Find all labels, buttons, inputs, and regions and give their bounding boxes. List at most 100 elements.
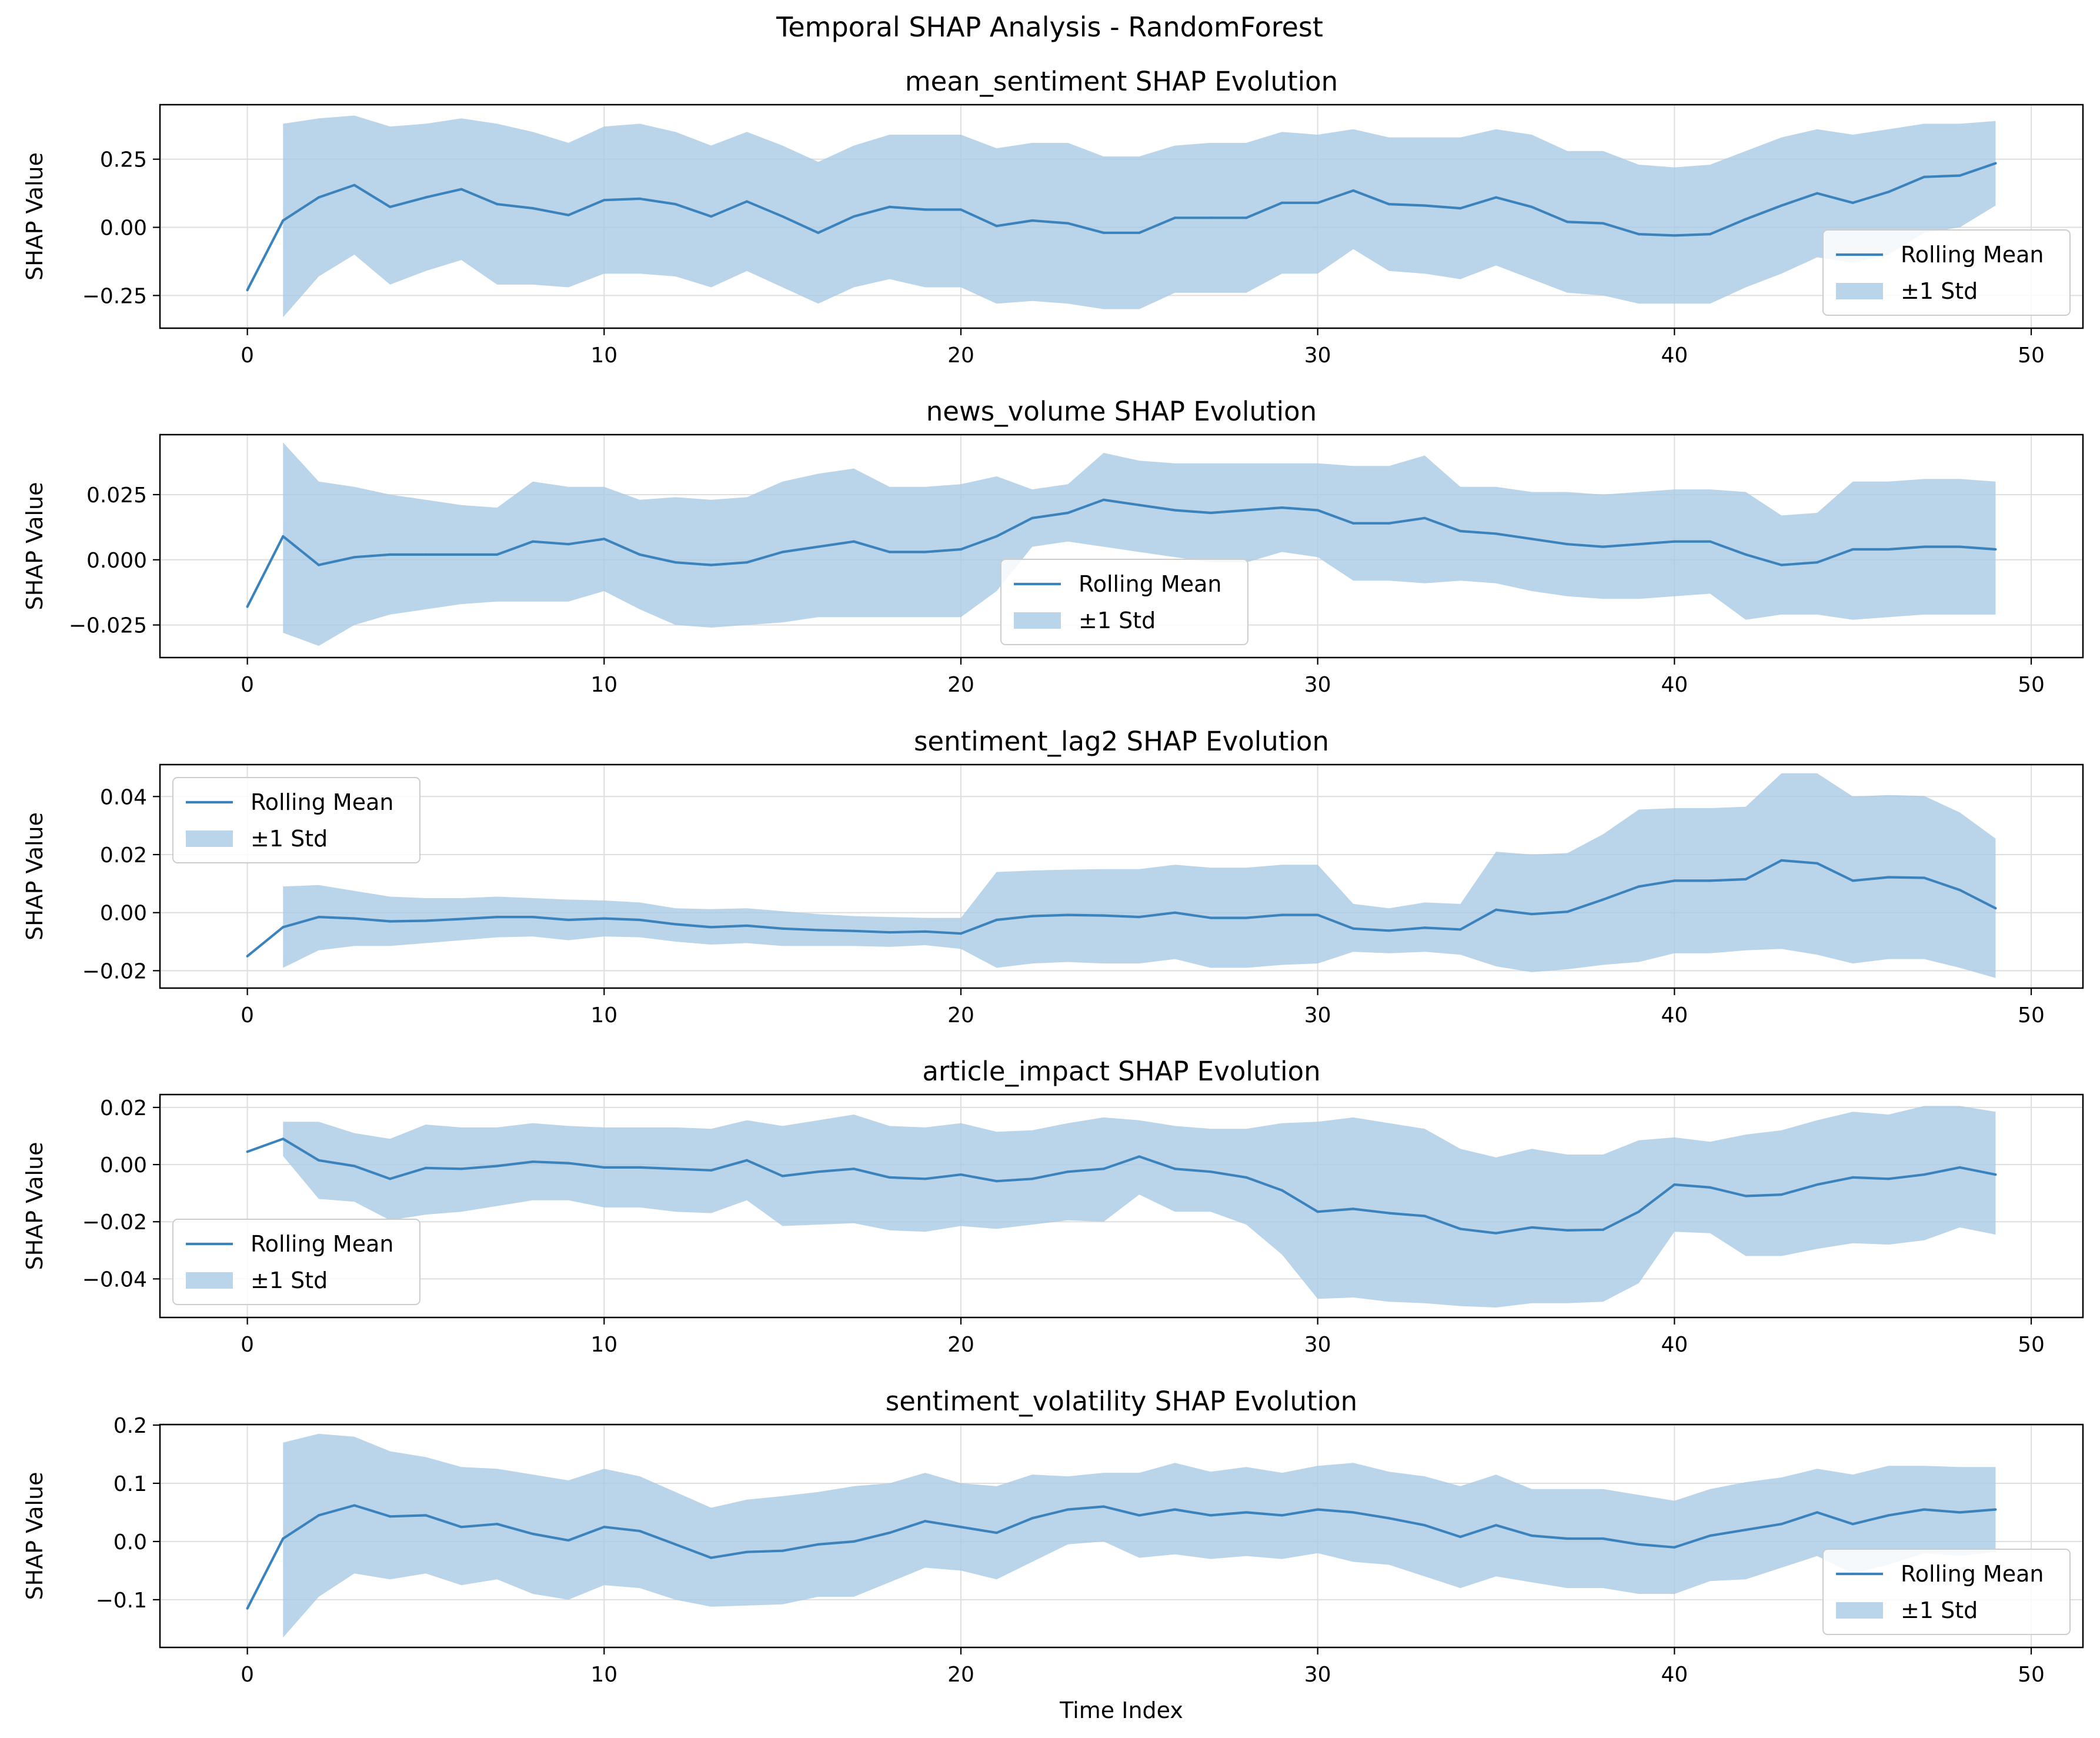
rolling-mean-point (424, 553, 428, 556)
rolling-mean-point (1637, 543, 1640, 546)
rolling-mean-point (317, 563, 320, 566)
y-tick-label: 0.04 (100, 785, 147, 809)
legend-band-swatch (1836, 1602, 1883, 1619)
y-tick-label: 0.0 (113, 1530, 147, 1554)
y-axis-label: SHAP Value (22, 152, 48, 281)
y-tick-label: −0.025 (69, 614, 147, 638)
rolling-mean-point (496, 1523, 499, 1526)
rolling-mean-point (1209, 511, 1212, 515)
rolling-mean-point (496, 203, 499, 206)
rolling-mean-point (1958, 889, 1961, 892)
rolling-mean-point (1780, 1193, 1783, 1196)
rolling-mean-point (1316, 913, 1319, 916)
rolling-mean-line-3 (246, 859, 1996, 958)
rolling-mean-point (1673, 879, 1676, 882)
rolling-mean-point (745, 1159, 749, 1162)
rolling-mean-point (1352, 1207, 1355, 1210)
rolling-mean-point (1922, 545, 1926, 548)
rolling-mean-point (1637, 233, 1640, 236)
x-tick-label: 50 (2018, 1663, 2045, 1687)
rolling-mean-point (1459, 1535, 1462, 1539)
rolling-mean-point (1780, 204, 1783, 207)
rolling-mean-point (817, 1170, 820, 1173)
legend-label-std: ±1 Std (1079, 608, 1156, 633)
rolling-mean-point (1601, 1537, 1605, 1540)
legend-label-rolling-mean: Rolling Mean (1079, 571, 1221, 597)
rolling-mean-point (1352, 927, 1355, 930)
rolling-mean-point (1780, 1523, 1783, 1526)
panel-news-volume-shap-evolution: 0 10 20 30 40 50 −0.025 0.000 0.025 news_volume S… (22, 396, 2084, 697)
x-tick-label: 0 (241, 343, 254, 368)
rolling-mean-point (1316, 1508, 1319, 1511)
rolling-mean-point (674, 203, 677, 206)
rolling-mean-point (1387, 929, 1391, 932)
rolling-mean-point (389, 553, 392, 556)
rolling-mean-point (496, 553, 499, 556)
rolling-mean-point (460, 1167, 463, 1170)
axes-frame (159, 1093, 2084, 1319)
rolling-mean-point (567, 543, 570, 546)
rolling-mean-point (424, 919, 428, 922)
rolling-mean-point (531, 540, 535, 543)
rolling-mean-point (1102, 1505, 1105, 1508)
panel-title: article_impact SHAP Evolution (922, 1056, 1320, 1087)
rolling-mean-line-4 (246, 1137, 1996, 1235)
rolling-mean-point (1994, 162, 1997, 165)
rolling-mean-point (567, 918, 570, 922)
x-tick-label: 40 (1661, 343, 1688, 368)
rolling-mean-point (1887, 1177, 1890, 1180)
rolling-mean-point (1209, 216, 1212, 219)
rolling-mean-point (1815, 192, 1819, 195)
rolling-mean-point (317, 1514, 320, 1517)
legend-label-std: ±1 Std (1901, 278, 1978, 304)
rolling-mean-point (1245, 1176, 1248, 1179)
rolling-mean-point (1922, 1508, 1926, 1511)
rolling-mean-point (246, 605, 249, 608)
x-tick-label: 10 (590, 1003, 617, 1028)
rolling-mean-point (1138, 231, 1141, 234)
x-tick-label: 20 (947, 1663, 974, 1687)
rolling-mean-point (1459, 206, 1462, 210)
rolling-mean-point (781, 215, 784, 218)
rolling-mean-point (1280, 1189, 1284, 1192)
x-tick-label: 30 (1304, 1663, 1331, 1687)
rolling-mean-point (959, 208, 963, 211)
rolling-mean-point (1566, 1537, 1569, 1540)
rolling-mean-point (1530, 913, 1533, 916)
x-tick-label: 0 (241, 1333, 254, 1357)
rolling-mean-point (1780, 859, 1783, 862)
rolling-mean-point (1245, 1511, 1248, 1514)
rolling-mean-point (603, 199, 606, 202)
rolling-mean-point (817, 231, 820, 234)
rolling-mean-point (1031, 1177, 1034, 1180)
rolling-mean-point (246, 1150, 249, 1153)
rolling-mean-point (1601, 898, 1605, 901)
x-tick-label: 30 (1304, 1333, 1331, 1357)
rolling-mean-point (1387, 1517, 1391, 1520)
rolling-mean-point (852, 929, 856, 932)
x-tick-label: 0 (241, 1663, 254, 1687)
y-tick-label: 0.25 (100, 148, 147, 172)
rolling-mean-point (1066, 913, 1070, 916)
rolling-mean-point (1031, 516, 1034, 519)
legend-box (172, 777, 420, 863)
y-tick-label: 0.1 (113, 1472, 147, 1496)
rolling-mean-point (924, 208, 927, 211)
std-band-4 (283, 1106, 1996, 1307)
rolling-mean-point (852, 1540, 856, 1543)
rolling-mean-point (674, 561, 677, 564)
rolling-mean-point (674, 1543, 677, 1546)
rolling-mean-point (1494, 1232, 1498, 1235)
x-tick-label: 40 (1661, 673, 1688, 697)
rolling-mean-point (1245, 216, 1248, 219)
rolling-mean-point (1209, 1514, 1212, 1517)
legend: Rolling Mean ±1 Std (1822, 1549, 2071, 1635)
x-tick-label: 20 (947, 673, 974, 697)
rolling-mean-point (1566, 910, 1569, 913)
y-tick-label: 0.025 (86, 483, 147, 508)
rolling-mean-point (1851, 1523, 1854, 1526)
x-axis-label: Time Index (1059, 1697, 1183, 1723)
rolling-mean-point (496, 915, 499, 919)
rolling-mean-point (1780, 563, 1783, 566)
